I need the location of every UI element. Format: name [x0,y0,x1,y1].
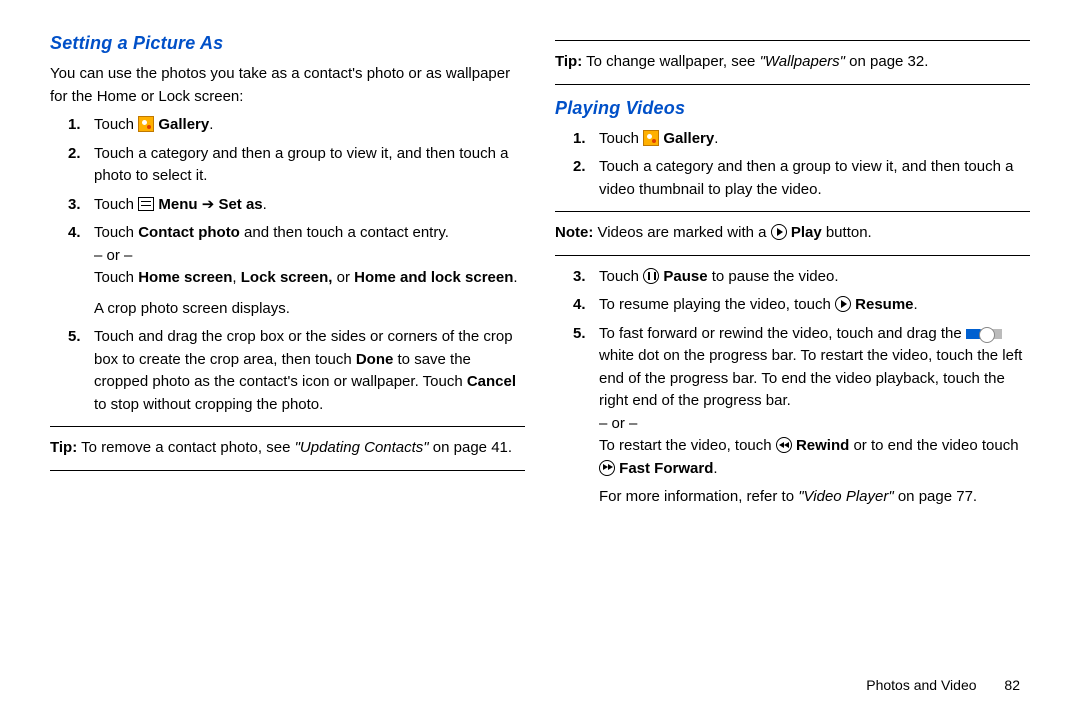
step-5: 5. Touch and drag the crop box or the si… [68,326,525,416]
step-4: 4. To resume playing the video, touch Re… [573,294,1030,317]
step-4: 4. Touch Contact photo and then touch a … [68,222,525,320]
steps-right-2: 3. Touch Pause to pause the video. 4. To… [573,266,1030,509]
step-2: 2. Touch a category and then a group to … [68,143,525,188]
note-videos-play: Note: Videos are marked with a Play butt… [555,222,1030,245]
play-icon [771,224,787,240]
or-divider: – or – [94,245,525,268]
left-column: Setting a Picture As You can use the pho… [50,30,525,515]
step-number: 5. [68,326,81,349]
tip-remove-contact-photo: Tip: To remove a contact photo, see "Upd… [50,437,525,460]
step-number: 2. [68,143,81,166]
step-3: 3. Touch Pause to pause the video. [573,266,1030,289]
step-text: Touch [94,116,138,133]
step-text: Touch a category and then a group to vie… [94,145,508,185]
menu-label: Menu [158,196,197,213]
step-1: 1. Touch Gallery. [68,114,525,137]
page-footer: Photos and Video 82 [866,675,1020,696]
step-text: Touch [94,196,138,213]
gallery-label: Gallery [158,116,209,133]
footer-section: Photos and Video [866,677,976,693]
crop-note: A crop photo screen displays. [94,298,525,321]
setas-label: Set as [218,196,262,213]
step-number: 3. [68,194,81,217]
step-1: 1. Touch Gallery. [573,128,1030,151]
heading-setting-picture-as: Setting a Picture As [50,30,525,57]
divider [555,211,1030,212]
pause-icon [643,268,659,284]
step-3: 3. Touch Menu ➔ Set as. [68,194,525,217]
heading-playing-videos: Playing Videos [555,95,1030,122]
divider [50,426,525,427]
steps-left: 1. Touch Gallery. 2. Touch a category an… [68,114,525,416]
progress-bar-icon [966,329,1002,339]
intro-text: You can use the photos you take as a con… [50,63,525,108]
divider [555,40,1030,41]
step-2: 2. Touch a category and then a group to … [573,156,1030,201]
fast-forward-icon [599,460,615,476]
divider [555,255,1030,256]
or-divider: – or – [599,413,1030,436]
divider [555,84,1030,85]
step-number: 1. [68,114,81,137]
play-icon [835,296,851,312]
tip-wallpaper: Tip: To change wallpaper, see "Wallpaper… [555,51,1030,74]
divider [50,470,525,471]
page-number: 82 [1004,677,1020,693]
steps-right-1: 1. Touch Gallery. 2. Touch a category an… [573,128,1030,202]
menu-icon [138,197,154,211]
gallery-icon [138,116,154,132]
right-column: Tip: To change wallpaper, see "Wallpaper… [555,30,1030,515]
step-number: 4. [68,222,81,245]
step-5: 5. To fast forward or rewind the video, … [573,323,1030,509]
rewind-icon [776,437,792,453]
gallery-icon [643,130,659,146]
